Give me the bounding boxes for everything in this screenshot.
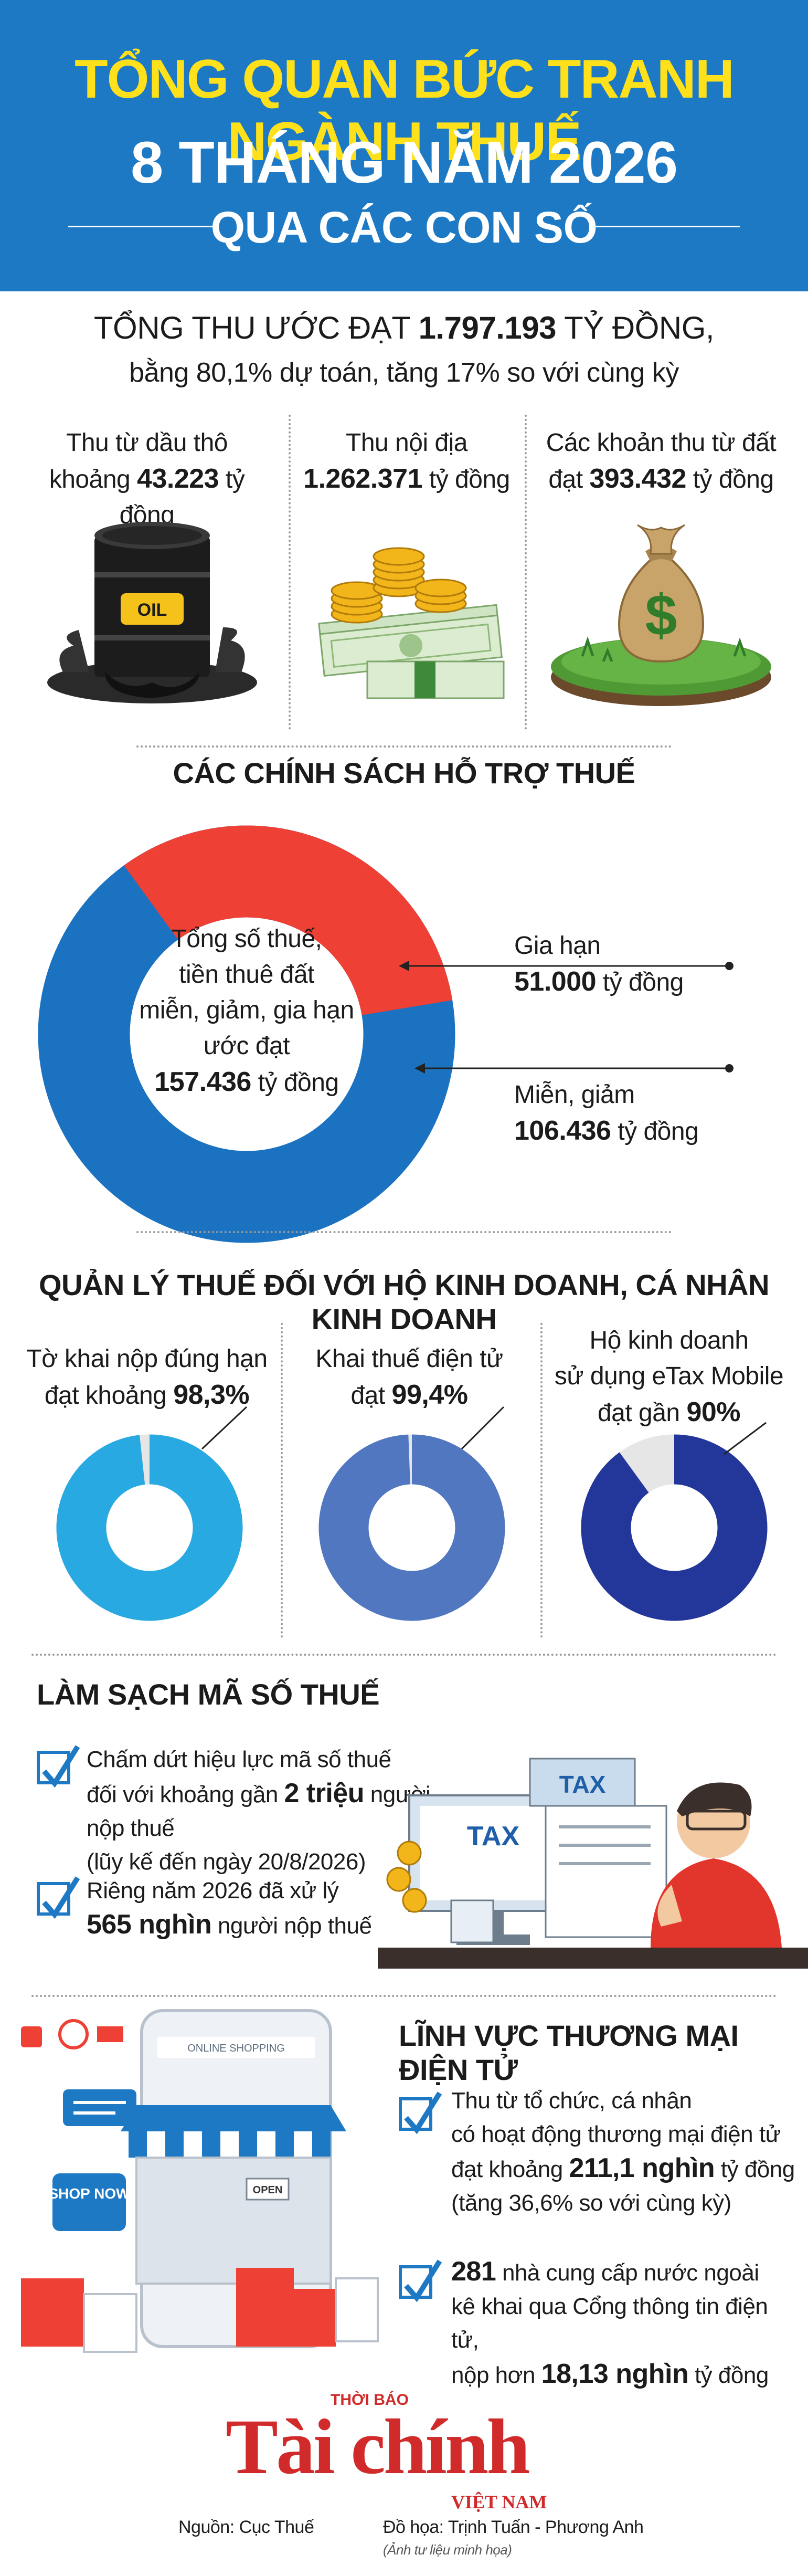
cleanup-item-processed: Riêng năm 2026 đã xử lý 565 nghìn người … — [87, 1878, 372, 1940]
page-subtitle-period: 8 THÁNG NĂM 2026 — [130, 130, 678, 195]
open-sign: OPEN — [253, 2184, 283, 2196]
page-subtitle-numbers: QUA CÁC CON SỐ — [210, 203, 598, 252]
ring-chart-ontime: 100% — [56, 1434, 243, 1621]
revenue-item-domestic: Thu nội địa 1.262.371 tỷ đồng — [303, 429, 510, 494]
checkbox-icon — [399, 2091, 442, 2135]
ecommerce-section-title: LĨNH VỰC THƯƠNG MẠI ĐIỆN TỬ — [399, 2019, 739, 2086]
legend-mien-giam: Miễn, giảm 106.436 tỷ đồng — [514, 1081, 699, 1146]
svg-text:$: $ — [645, 583, 677, 648]
household-item-efiling: Khai thuế điện tử đạt 99,4% — [315, 1345, 503, 1410]
household-section-title: QUẢN LÝ THUẾ ĐỐI VỚI HỘ KINH DOANH, CÁ N… — [38, 1268, 770, 1336]
column-divider — [540, 1323, 543, 1638]
revenue-item-land: Các khoản thu từ đất đạt 393.432 tỷ đồng — [546, 429, 777, 494]
header-banner: TỔNG QUAN BỨC TRANH NGÀNH THUẾ 8 THÁNG N… — [0, 0, 808, 291]
revenue-item-oil: Thu từ dầu thô khoảng 43.223 tỷ đồng — [49, 429, 245, 529]
page-title: TỔNG QUAN BỨC TRANH NGÀNH THUẾ — [75, 49, 735, 172]
tax-screen-label: TAX — [467, 1821, 519, 1852]
ecommerce-item-revenue: Thu từ tổ chức, cá nhân có hoạt động thư… — [451, 2088, 795, 2216]
header-divider-left — [68, 226, 215, 227]
revenue-headline: TỔNG THU ƯỚC ĐẠT 1.797.193 TỶ ĐỒNG, — [93, 310, 715, 345]
section-divider — [31, 1654, 777, 1656]
shop-now-badge: SHOP NOW — [48, 2185, 130, 2202]
checkbox-icon — [37, 1876, 80, 1919]
ring-center-label: 100% — [377, 1514, 447, 1544]
support-donut-chart — [38, 825, 455, 1243]
ring-value-arc — [56, 1434, 243, 1621]
section-divider — [136, 745, 672, 748]
support-leader-lines — [399, 961, 733, 1074]
checkbox-icon — [37, 1745, 80, 1788]
section-divider — [31, 1995, 777, 1997]
oil-barrel-icon: OIL — [47, 522, 257, 703]
ring-value-arc — [318, 1434, 505, 1621]
newspaper-logo: THỜI BÁO Tài chính VIỆT NAM — [226, 2391, 547, 2512]
tax-officer-illustration: TAX TAX — [378, 1758, 808, 1969]
column-divider — [281, 1323, 283, 1638]
money-coins-icon — [318, 547, 505, 699]
ring-chart-etax: 100% — [581, 1434, 768, 1621]
column-divider — [289, 415, 291, 730]
header-divider-right — [593, 226, 740, 227]
support-section-title: CÁC CHÍNH SÁCH HỖ TRỢ THUẾ — [173, 756, 635, 790]
ring-center-label: 100% — [640, 1514, 709, 1544]
household-item-ontime: Tờ khai nộp đúng hạn đạt khoảng 98,3% — [26, 1345, 268, 1410]
phone-screen-text: ONLINE SHOPPING — [187, 2043, 285, 2054]
cleanup-section-title: LÀM SẠCH MÃ SỐ THUẾ — [37, 1678, 380, 1711]
ring-chart-efiling: 100% — [318, 1434, 505, 1621]
household-item-etax: Hộ kinh doanh sử dụng eTax Mobile đạt gầ… — [554, 1327, 784, 1427]
photo-note: (Ảnh tư liệu minh họa) — [383, 2542, 512, 2558]
column-divider — [525, 415, 527, 730]
ecommerce-item-foreign: 281 nhà cung cấp nước ngoài kê khai qua … — [451, 2256, 769, 2389]
svg-text:OIL: OIL — [137, 600, 167, 620]
design-credit: Đồ họa: Trịnh Tuấn - Phương Anh — [383, 2517, 644, 2537]
ring-value-arc — [581, 1434, 768, 1621]
source-credit: Nguồn: Cục Thuế — [178, 2517, 314, 2537]
support-donut-center: Tổng số thuế, tiền thuê đất miễn, giảm, … — [139, 925, 354, 1097]
money-bag-land-icon: $ — [551, 524, 771, 706]
tax-sign-label: TAX — [559, 1771, 606, 1798]
revenue-subline: bằng 80,1% dự toán, tăng 17% so với cùng… — [129, 358, 679, 388]
donut-segment-gia-han — [124, 825, 453, 1016]
section-divider — [136, 1231, 672, 1233]
online-shop-illustration: ONLINE SHOPPING OPEN SHOP NOW — [21, 2009, 379, 2353]
legend-gia-han: Gia hạn 51.000 tỷ đồng — [514, 932, 684, 997]
household-leader-lines — [201, 1406, 767, 1455]
ring-center-label: 100% — [115, 1514, 185, 1544]
cleanup-item-terminated: Chấm dứt hiệu lực mã số thuế đối với kho… — [87, 1747, 431, 1875]
checkbox-icon — [399, 2259, 442, 2302]
